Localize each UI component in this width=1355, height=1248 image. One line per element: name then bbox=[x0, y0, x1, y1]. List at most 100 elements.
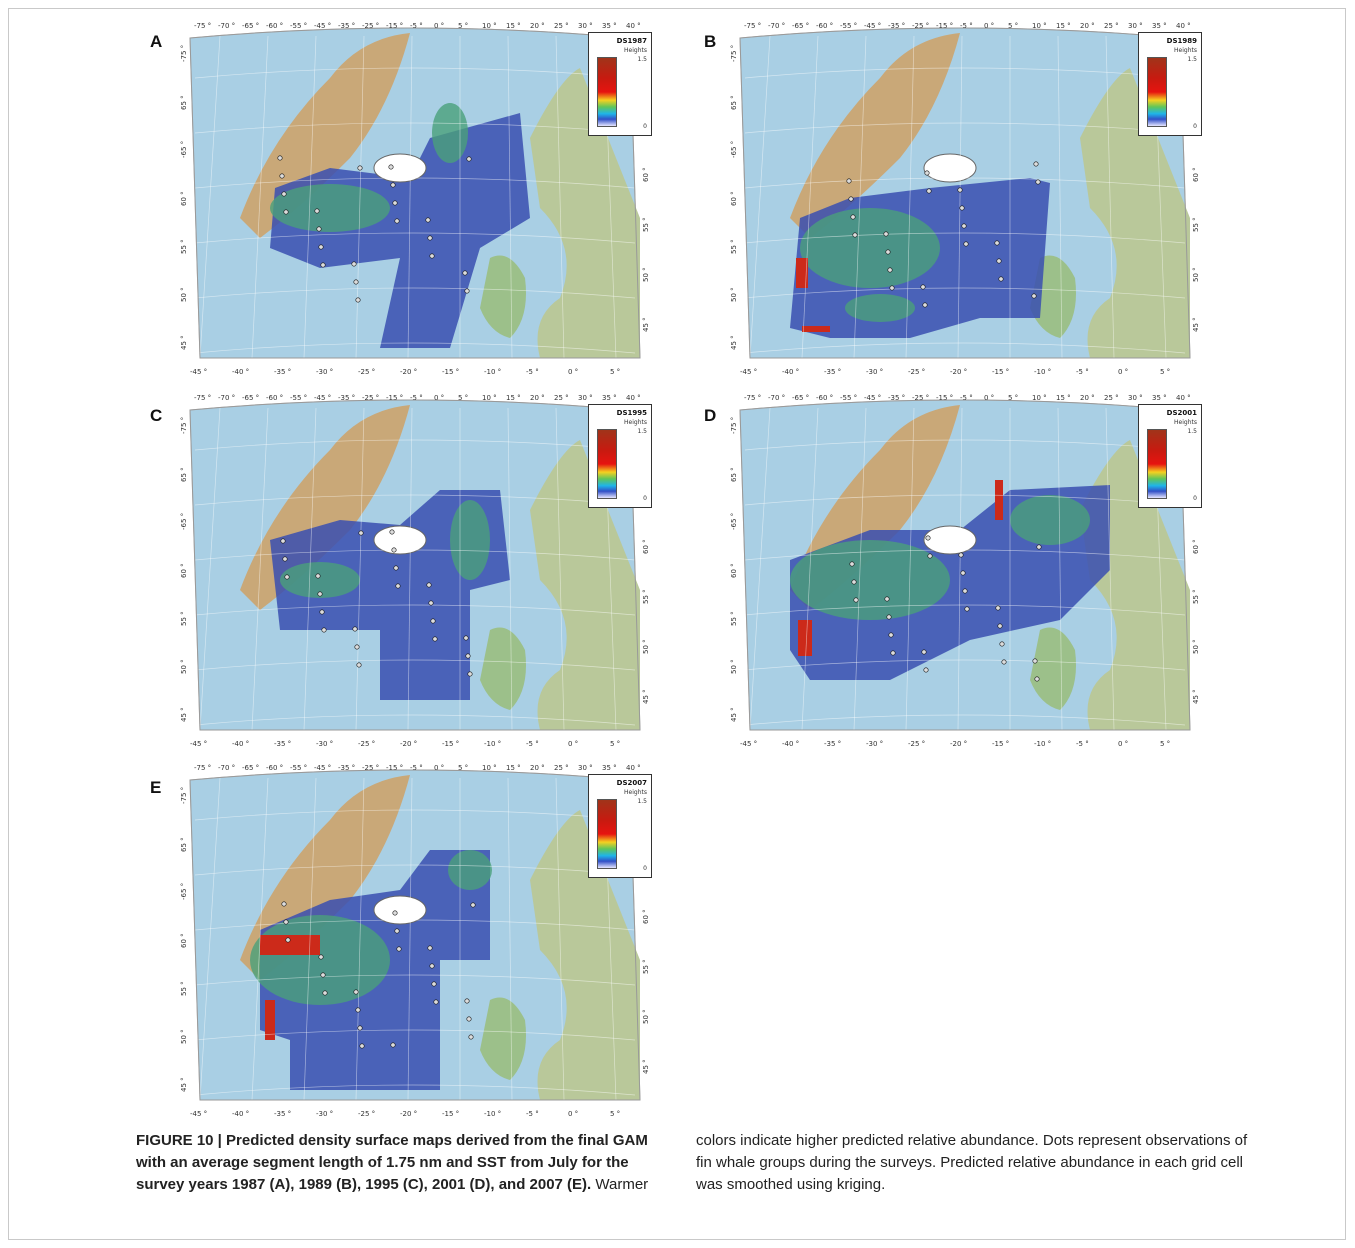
bottom-lon-label: -25 ° bbox=[358, 740, 375, 748]
observation-dot bbox=[318, 954, 324, 960]
right-lat-label: 50 ° bbox=[1192, 267, 1200, 282]
observation-dot bbox=[1032, 658, 1038, 664]
bottom-lon-label: -35 ° bbox=[824, 740, 841, 748]
top-lon-label: 25 ° bbox=[554, 394, 569, 402]
left-lat-label: -75 ° bbox=[180, 45, 188, 62]
top-lon-label: 10 ° bbox=[482, 22, 497, 30]
legend-title: DS1987 bbox=[616, 37, 647, 45]
bottom-lon-label: -10 ° bbox=[484, 368, 501, 376]
observation-dot bbox=[431, 981, 437, 987]
top-lon-label: -15 ° bbox=[386, 394, 403, 402]
observation-dot bbox=[314, 208, 320, 214]
bottom-lon-label: 5 ° bbox=[610, 368, 620, 376]
left-lat-label: 50 ° bbox=[180, 659, 188, 674]
graticule-meridian bbox=[251, 35, 269, 359]
top-lon-label: 40 ° bbox=[626, 764, 641, 772]
density-high-region bbox=[250, 915, 390, 1005]
observation-dot bbox=[960, 570, 966, 576]
bottom-lon-label: -35 ° bbox=[274, 740, 291, 748]
observation-dot bbox=[279, 173, 285, 179]
bottom-lon-label: -20 ° bbox=[400, 740, 417, 748]
bottom-lon-label: 0 ° bbox=[1118, 368, 1128, 376]
graticule-parallel bbox=[744, 714, 1186, 726]
graticule-meridian bbox=[1105, 407, 1115, 731]
map-c: -75 ° -70 ° -65 ° -60 ° -55 ° -45 ° -35 ° -25 °… bbox=[180, 394, 650, 748]
top-lon-label: -55 ° bbox=[290, 764, 307, 772]
bottom-lon-label: 0 ° bbox=[568, 740, 578, 748]
observation-dot bbox=[318, 244, 324, 250]
top-lon-label: -25 ° bbox=[912, 394, 929, 402]
observation-dot bbox=[277, 155, 283, 161]
top-lon-label: -70 ° bbox=[768, 22, 785, 30]
top-lon-label: -35 ° bbox=[888, 394, 905, 402]
legend-title: DS1995 bbox=[616, 409, 647, 417]
graticule-meridian bbox=[507, 35, 513, 359]
left-lat-label: 45 ° bbox=[730, 335, 738, 350]
top-lon-label: 25 ° bbox=[554, 22, 569, 30]
bottom-lon-label: -45 ° bbox=[190, 1110, 207, 1118]
europe-landmass bbox=[1080, 68, 1190, 358]
graticule-parallel bbox=[744, 342, 1186, 354]
top-lon-label: 0 ° bbox=[434, 764, 444, 772]
graticule-meridian bbox=[355, 407, 365, 731]
graticule-meridian bbox=[555, 35, 565, 359]
density-high-region bbox=[1010, 495, 1090, 545]
observation-dot bbox=[924, 170, 930, 176]
graticule-meridian bbox=[1057, 407, 1063, 731]
top-lon-label: 5 ° bbox=[458, 394, 468, 402]
bottom-lon-label: -30 ° bbox=[866, 740, 883, 748]
left-lat-label: -65 ° bbox=[730, 513, 738, 530]
bottom-lon-label: -35 ° bbox=[274, 368, 291, 376]
right-lat-label: 60 ° bbox=[642, 909, 650, 924]
bottom-lon-label: -30 ° bbox=[316, 1110, 333, 1118]
graticule-parallel bbox=[744, 232, 1186, 244]
legend-b: DS1989 Heights 1.5 0 bbox=[1138, 32, 1202, 136]
observation-dot bbox=[432, 636, 438, 642]
right-lat-label: 50 ° bbox=[642, 1009, 650, 1024]
legend-e: DS2007 Heights 1.5 0 bbox=[588, 774, 652, 878]
iceland-landmass bbox=[923, 153, 977, 183]
observation-dot bbox=[925, 535, 931, 541]
right-lat-label: 50 ° bbox=[1192, 639, 1200, 654]
left-lat-label: 55 ° bbox=[180, 239, 188, 254]
top-lon-label: -45 ° bbox=[314, 764, 331, 772]
observation-dot bbox=[389, 529, 395, 535]
top-lon-label: 5 ° bbox=[458, 764, 468, 772]
legend-title: DS2007 bbox=[616, 779, 647, 787]
left-lat-label: 65 ° bbox=[180, 95, 188, 110]
bottom-lon-label: -30 ° bbox=[316, 368, 333, 376]
figure-caption-left: FIGURE 10 | Predicted density surface ma… bbox=[136, 1130, 666, 1196]
observation-dot bbox=[466, 1016, 472, 1022]
top-lon-label: 0 ° bbox=[984, 22, 994, 30]
right-lat-label: 55 ° bbox=[1192, 217, 1200, 232]
right-lat-label: 45 ° bbox=[642, 689, 650, 704]
graticule-parallel bbox=[744, 659, 1186, 671]
observation-dot bbox=[852, 232, 858, 238]
observation-dot bbox=[994, 240, 1000, 246]
top-lon-label: -15 ° bbox=[386, 22, 403, 30]
graticule-meridian bbox=[355, 777, 365, 1101]
top-lon-label: 10 ° bbox=[482, 394, 497, 402]
top-lon-label: -70 ° bbox=[218, 394, 235, 402]
observation-dot bbox=[357, 165, 363, 171]
legend-min: 0 bbox=[1193, 495, 1197, 502]
observation-dot bbox=[283, 209, 289, 215]
observation-dot bbox=[358, 530, 364, 536]
top-lon-label: -5 ° bbox=[960, 394, 973, 402]
observation-dot bbox=[392, 910, 398, 916]
graticule-parallel bbox=[194, 1084, 636, 1096]
graticule-meridian bbox=[555, 407, 565, 731]
observation-dot bbox=[353, 989, 359, 995]
observation-dot bbox=[392, 200, 398, 206]
graticule-parallel bbox=[744, 122, 1186, 134]
observation-dot bbox=[281, 191, 287, 197]
graticule-meridian bbox=[1105, 35, 1115, 359]
iceland-landmass bbox=[373, 525, 427, 555]
bottom-lon-label: -5 ° bbox=[526, 740, 539, 748]
graticule-meridian bbox=[507, 407, 513, 731]
observation-dot bbox=[470, 902, 476, 908]
top-lon-label: -75 ° bbox=[194, 764, 211, 772]
observation-dot bbox=[321, 627, 327, 633]
graticule-meridian bbox=[199, 35, 221, 359]
graticule-meridian bbox=[407, 777, 413, 1101]
